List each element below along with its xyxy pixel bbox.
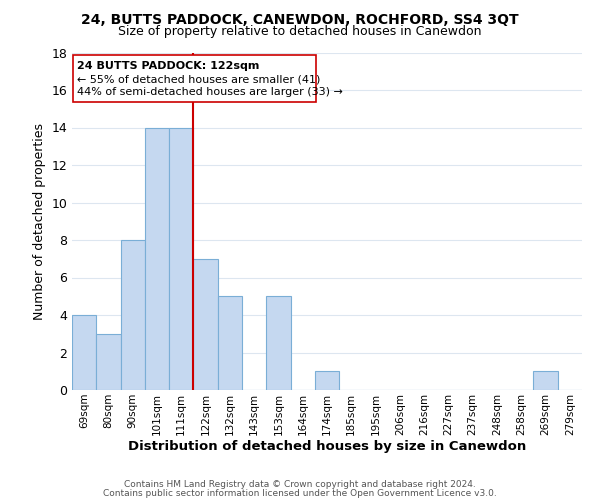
Bar	[145, 128, 169, 390]
Bar	[533, 371, 558, 390]
Bar	[121, 240, 145, 390]
Bar	[169, 128, 193, 390]
X-axis label: Distribution of detached houses by size in Canewdon: Distribution of detached houses by size …	[128, 440, 526, 454]
Bar	[193, 259, 218, 390]
Text: ← 55% of detached houses are smaller (41): ← 55% of detached houses are smaller (41…	[77, 74, 320, 84]
Y-axis label: Number of detached properties: Number of detached properties	[33, 122, 46, 320]
Text: Contains HM Land Registry data © Crown copyright and database right 2024.: Contains HM Land Registry data © Crown c…	[124, 480, 476, 489]
Text: 44% of semi-detached houses are larger (33) →: 44% of semi-detached houses are larger (…	[77, 87, 343, 97]
Bar	[96, 334, 121, 390]
Text: Size of property relative to detached houses in Canewdon: Size of property relative to detached ho…	[118, 25, 482, 38]
Bar	[315, 371, 339, 390]
Text: 24, BUTTS PADDOCK, CANEWDON, ROCHFORD, SS4 3QT: 24, BUTTS PADDOCK, CANEWDON, ROCHFORD, S…	[81, 12, 519, 26]
FancyBboxPatch shape	[73, 54, 316, 102]
Bar	[72, 315, 96, 390]
Text: Contains public sector information licensed under the Open Government Licence v3: Contains public sector information licen…	[103, 489, 497, 498]
Bar	[266, 296, 290, 390]
Bar	[218, 296, 242, 390]
Text: 24 BUTTS PADDOCK: 122sqm: 24 BUTTS PADDOCK: 122sqm	[77, 61, 259, 71]
